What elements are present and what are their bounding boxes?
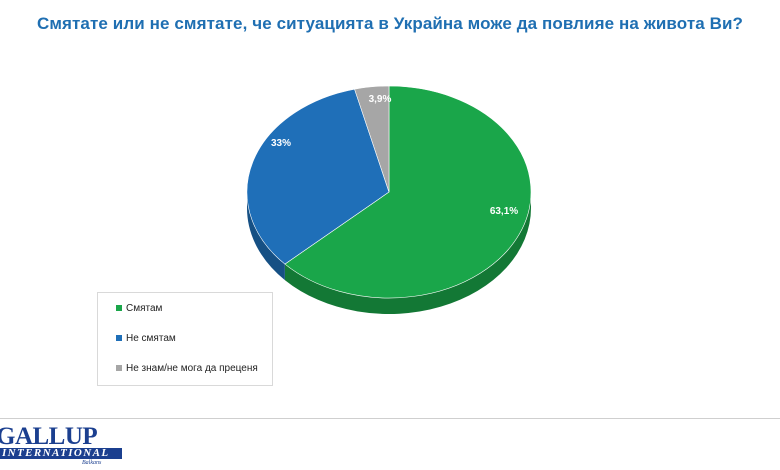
legend-item-ne-znam: Не знам/не мога да преценя (116, 361, 258, 375)
legend-label: Не смятам (126, 332, 176, 344)
legend-label: Не знам/не мога да преценя (126, 362, 258, 374)
footer-divider (0, 418, 780, 419)
legend-swatch (116, 365, 122, 371)
legend-swatch (116, 335, 122, 341)
pie-value-label-0: 63,1% (490, 206, 518, 217)
gallup-logo: GALLUP INTERNATIONAL Balkans (0, 424, 130, 468)
chart-legend: Смятам Не смятам Не знам/не мога да прец… (97, 292, 273, 386)
legend-item-ne-smyatam: Не смятам (116, 331, 176, 345)
chart-title: Смятате или не смятате, че ситуацията в … (36, 14, 744, 33)
legend-label: Смятам (126, 302, 163, 314)
pie-slice-0 (284, 85, 532, 299)
pie-side-1 (247, 192, 285, 281)
pie-slice-1 (246, 88, 390, 265)
pie-value-label-2: 3,9% (369, 94, 392, 105)
pie-side-0 (284, 192, 531, 314)
legend-item-smyatam: Смятам (116, 301, 162, 315)
pie-slice-2 (354, 85, 390, 193)
legend-swatch (116, 305, 122, 311)
pie-value-label-1: 33% (271, 138, 291, 149)
logo-tag-text: Balkans (82, 460, 102, 466)
logo-main-text: GALLUP (0, 423, 98, 450)
logo-sub-text: INTERNATIONAL (2, 447, 110, 459)
logo-bar (0, 448, 122, 459)
